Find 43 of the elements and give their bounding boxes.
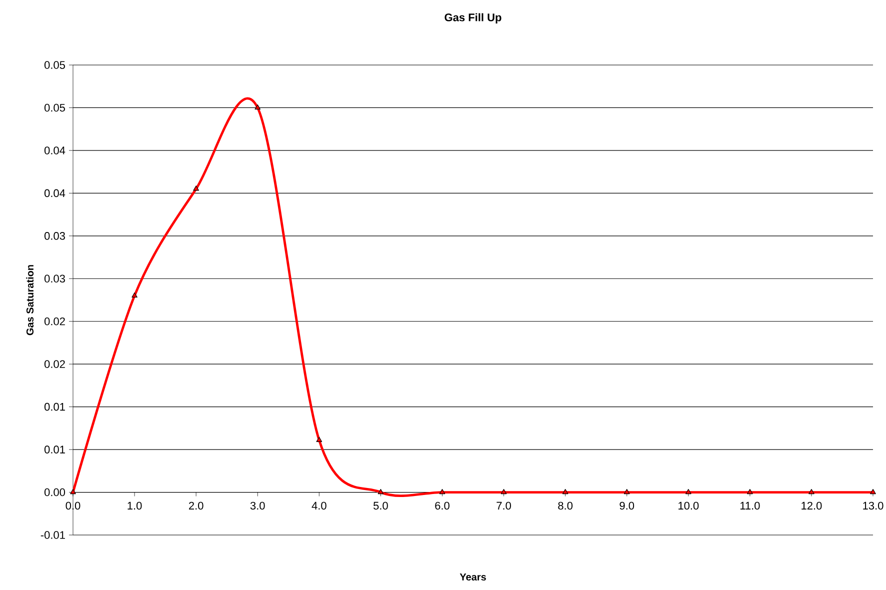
x-tick-label: 7.0 (496, 502, 511, 510)
x-tick-label: 2.0 (188, 502, 204, 510)
point (316, 436, 322, 442)
point (254, 104, 261, 110)
point (132, 292, 138, 298)
point (747, 488, 753, 494)
x-tick-label: 0.0 (66, 502, 80, 510)
y-tick-label: 0.01 (44, 446, 65, 454)
y-tick-label: 0.04 (44, 189, 66, 198)
y-tick-label: 0.05 (44, 61, 65, 69)
point (193, 186, 199, 191)
y-tick-label: 0.03 (44, 232, 65, 240)
point (685, 488, 692, 494)
x-tick-label: 13.0 (863, 502, 884, 510)
x-tick-label: 5.0 (373, 502, 388, 510)
x-tick-label: 4.0 (312, 502, 326, 510)
chart-title: Gas Fill Up (444, 13, 502, 24)
y-tick-label: 0.00 (44, 488, 66, 496)
y-tick-label: 0.03 (44, 274, 65, 283)
y-tick-label: 0.02 (44, 317, 65, 326)
x-tick-label: 6.0 (435, 502, 450, 510)
point (808, 488, 814, 494)
point (624, 488, 630, 494)
point (500, 488, 507, 494)
y-tick-label: 0.05 (44, 104, 65, 112)
x-tick-label: 10.0 (678, 502, 699, 510)
point (870, 488, 876, 494)
y-tick-label: -0.01 (40, 531, 65, 539)
point (562, 488, 568, 494)
x-tick-label: 11.0 (740, 502, 760, 510)
y-axis-title: Gas Saturation (26, 265, 34, 336)
point (378, 488, 384, 494)
y-tick-label: 0.04 (44, 146, 66, 154)
x-tick-label: 8.0 (558, 502, 573, 510)
x-tick-label: 12.0 (802, 502, 822, 510)
y-tick-label: 0.02 (44, 360, 65, 368)
point (70, 488, 76, 494)
point (439, 488, 446, 494)
x-tick-label: 1.0 (128, 502, 142, 510)
x-tick-label: 9.0 (620, 502, 634, 510)
x-axis-title: Years (460, 574, 486, 581)
x-tick-label: 3.0 (250, 502, 265, 510)
y-tick-label: 0.01 (44, 402, 65, 411)
